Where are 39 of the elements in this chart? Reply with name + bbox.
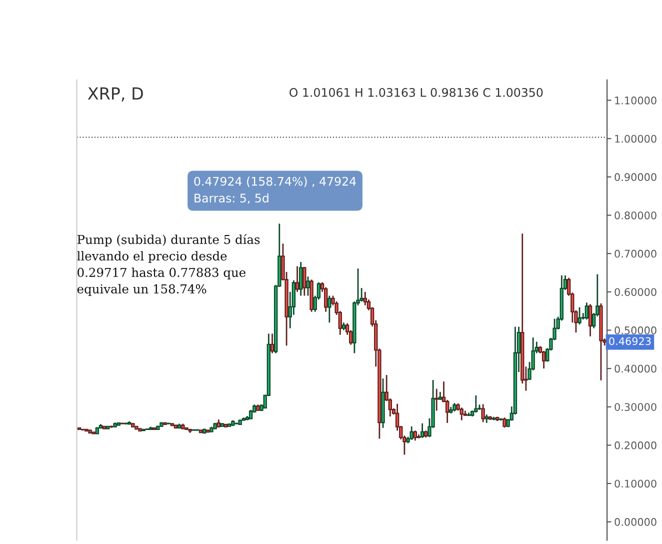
y-tick-label: 0.50000: [614, 326, 656, 334]
y-tick-label: 1.00000: [615, 134, 656, 143]
candlestick: [420, 422, 424, 439]
text: 0.46923: [609, 337, 651, 346]
y-tick-label: 0.60000: [614, 288, 656, 296]
candlestick: [413, 430, 418, 442]
candlestick: [445, 399, 450, 424]
candlestick: [306, 276, 310, 296]
y-tick-label: 0.90000: [614, 173, 656, 182]
annotation: Pump (subida) durante 5 días llevando el precio desde 0.29717 hasta 0.77883 que equivale un 158.74%: [77, 234, 260, 296]
y-tick-label: 1.10000: [615, 96, 656, 104]
text: O 1.01061 H 1.03163 L 0.98136 C 1.00350: [290, 88, 543, 97]
candlestick: [248, 409, 253, 420]
y-tick-label: 0.40000: [614, 364, 656, 373]
candlestick: [542, 350, 546, 370]
candlestick: [302, 266, 306, 296]
candlestick: [460, 406, 464, 421]
candlestick: [328, 295, 332, 324]
candlestick: [588, 303, 592, 338]
candlestick: [481, 403, 485, 423]
annotation: 0.47924 (158.74%) , 47924: [194, 176, 356, 188]
candlestick: [298, 261, 303, 296]
candlestick: [584, 302, 589, 320]
candlestick: [578, 306, 582, 326]
y-tick-label: 0.70000: [614, 250, 656, 258]
candlestick: [295, 266, 300, 293]
candlestick: [410, 426, 414, 440]
candlestick: [434, 388, 438, 412]
y-tick-label: 0.20000: [614, 441, 656, 450]
y-tick-label: 0.00000: [614, 518, 656, 526]
y-tick-label: 0.80000: [614, 211, 656, 220]
candlestick: [324, 286, 328, 312]
chart-title: XRP, D: [88, 87, 143, 102]
annotation: Barras: 5, 5d: [194, 193, 268, 204]
candlestick: [474, 394, 478, 414]
candlestick: [270, 332, 274, 354]
candlestick: [502, 416, 506, 428]
y-tick-label: 0.30000: [614, 403, 656, 411]
y-tick-label: 0.10000: [614, 480, 656, 488]
